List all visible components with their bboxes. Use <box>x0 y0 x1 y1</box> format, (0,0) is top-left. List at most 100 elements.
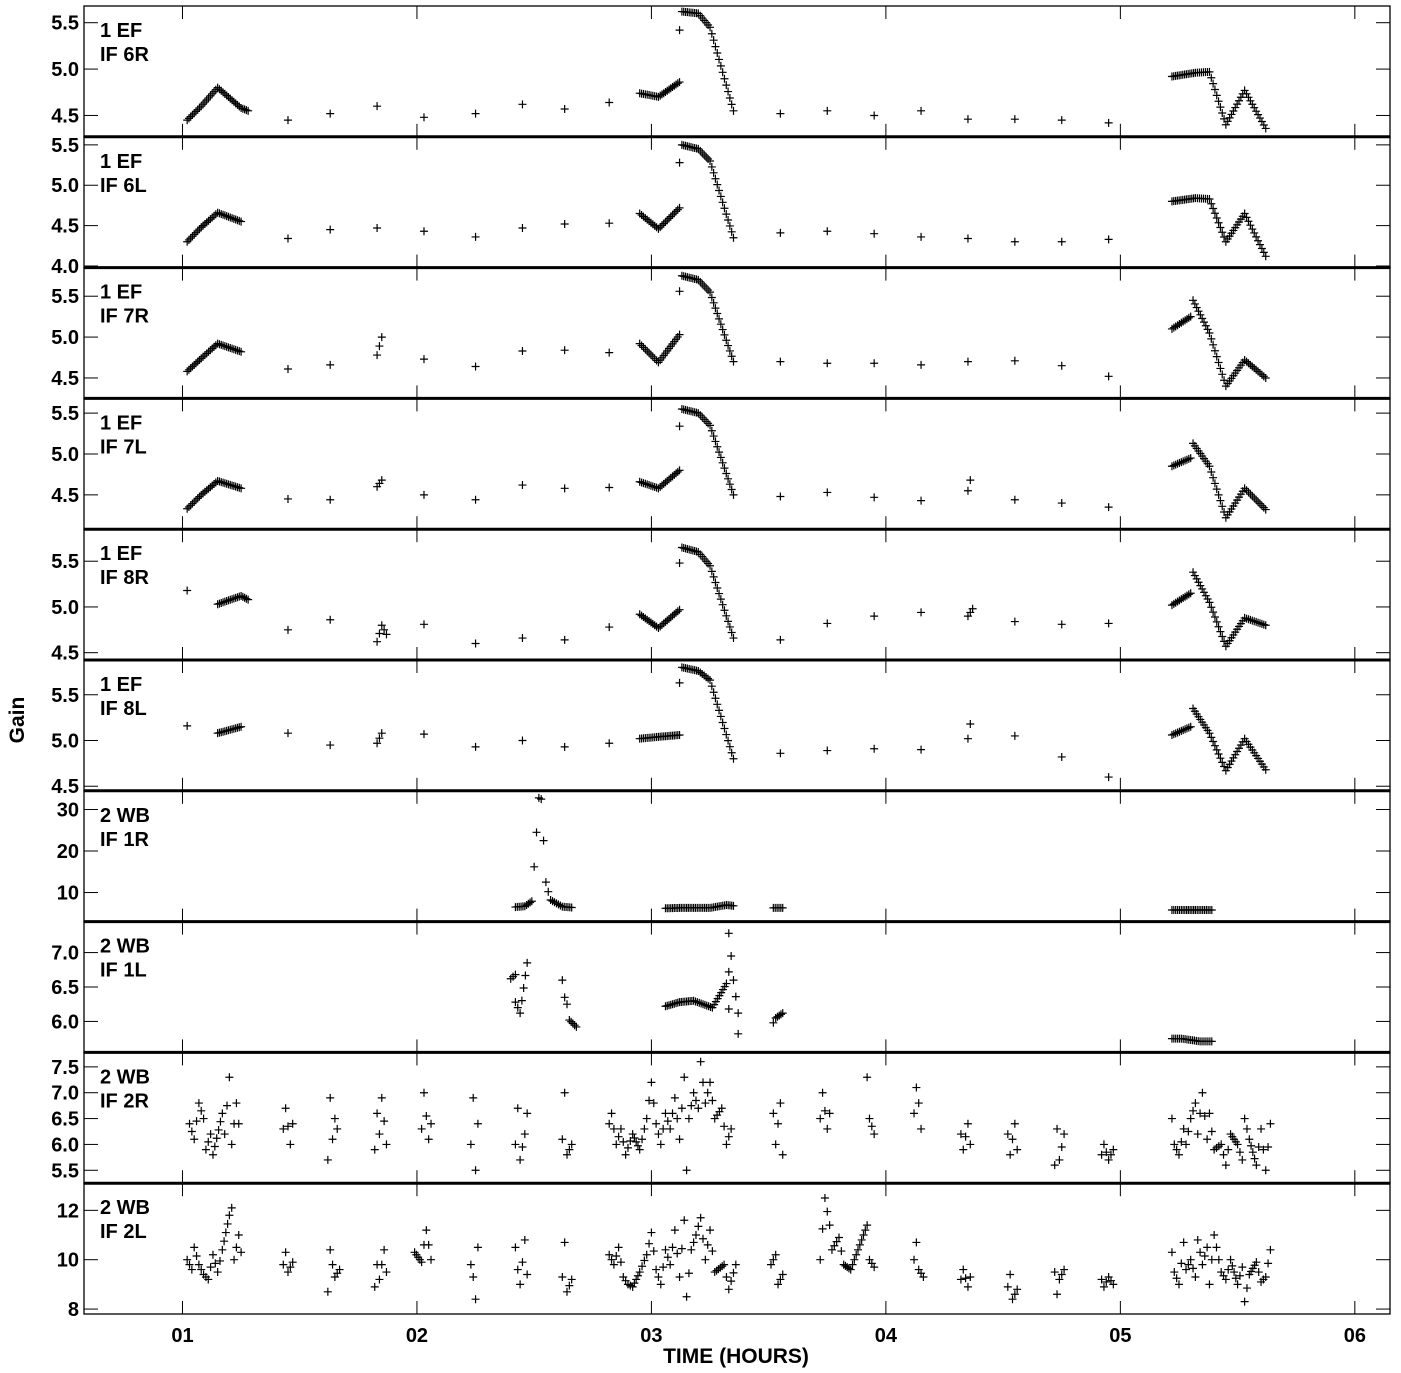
data-point <box>966 720 975 729</box>
data-point <box>823 1207 832 1216</box>
data-point <box>567 1017 576 1026</box>
data-point <box>1207 467 1216 476</box>
data-point <box>771 1250 780 1259</box>
data-point <box>682 1166 691 1175</box>
data-point <box>1220 637 1229 646</box>
y-tick-label: 7.0 <box>51 943 79 965</box>
data-point <box>1214 1255 1223 1264</box>
data-point <box>380 1245 389 1254</box>
y-tick-label: 5.5 <box>51 685 79 707</box>
data-point <box>237 722 246 731</box>
data-point <box>213 339 222 348</box>
data-point <box>471 742 480 751</box>
data-point <box>706 288 715 297</box>
data-point <box>628 1130 637 1139</box>
data-point <box>722 336 731 345</box>
data-point <box>633 1141 642 1150</box>
data-point <box>1186 722 1195 731</box>
data-point <box>279 1260 288 1269</box>
data-point <box>725 622 734 631</box>
data-series <box>183 405 1270 522</box>
data-point <box>963 486 972 495</box>
data-point <box>778 1270 787 1279</box>
y-tick-label: 5.5 <box>51 135 79 157</box>
data-point <box>656 223 665 232</box>
data-point <box>1228 1261 1237 1270</box>
data-point <box>722 611 731 620</box>
data-point <box>612 1140 621 1149</box>
data-point <box>519 984 528 993</box>
data-point <box>646 350 655 359</box>
y-tick-label: 5.5 <box>51 286 79 308</box>
data-point <box>605 98 614 107</box>
y-tick-label: 4.5 <box>51 216 79 238</box>
data-point <box>1257 1124 1266 1133</box>
data-point <box>544 887 553 896</box>
data-point <box>206 346 215 355</box>
data-point <box>637 478 646 487</box>
data-point <box>959 1145 968 1154</box>
data-point <box>1174 1150 1183 1159</box>
data-point <box>776 357 785 366</box>
data-point <box>724 474 733 483</box>
panel-label-antenna: 2 WB <box>100 805 150 827</box>
data-point <box>689 996 698 1005</box>
data-point <box>614 1132 623 1141</box>
data-point <box>1255 499 1264 508</box>
data-point <box>1006 1270 1015 1279</box>
data-point <box>656 1280 665 1289</box>
data-point <box>195 492 204 501</box>
data-point <box>530 862 539 871</box>
data-point <box>961 1274 970 1283</box>
data-point <box>222 597 231 606</box>
data-point <box>641 345 650 354</box>
data-point <box>704 419 713 428</box>
data-point <box>1220 233 1229 242</box>
y-tick-label: 4.5 <box>51 776 79 798</box>
panel-frame <box>83 528 1391 661</box>
data-point <box>694 275 703 284</box>
data-point <box>675 26 684 35</box>
data-point <box>511 1243 520 1252</box>
data-point <box>648 482 657 491</box>
data-point <box>1003 1282 1012 1291</box>
data-point <box>715 314 724 323</box>
data-point <box>1214 97 1223 106</box>
data-point <box>1244 615 1253 624</box>
data-point <box>1266 1119 1275 1128</box>
data-point <box>283 116 292 125</box>
data-point <box>1212 1243 1221 1252</box>
data-point <box>959 1265 968 1274</box>
data-point <box>832 1237 841 1246</box>
data-point <box>1214 358 1223 367</box>
data-point <box>766 1260 775 1269</box>
data-point <box>1171 729 1180 738</box>
data-point <box>208 1250 217 1259</box>
data-point <box>718 68 727 77</box>
data-point <box>1199 318 1208 327</box>
data-point <box>912 1083 921 1092</box>
y-tick-label: 5.0 <box>51 175 79 197</box>
data-point <box>729 901 738 910</box>
data-point <box>199 1114 208 1123</box>
data-point <box>675 1135 684 1144</box>
panel-label-antenna: 2 WB <box>100 936 150 958</box>
data-point <box>724 87 733 96</box>
data-point <box>706 23 715 32</box>
data-point <box>917 232 926 241</box>
data-point <box>698 148 707 157</box>
data-point <box>212 1134 221 1143</box>
data-point <box>1223 117 1232 126</box>
data-point <box>330 1114 339 1123</box>
data-point <box>1255 240 1264 249</box>
data-point <box>695 998 704 1007</box>
data-point <box>628 1282 637 1291</box>
data-point <box>417 1258 426 1267</box>
data-point <box>1259 248 1268 257</box>
panel-label-if: IF 7L <box>100 436 147 458</box>
data-point <box>675 1272 684 1281</box>
panel-frame <box>83 266 1391 400</box>
data-point <box>286 1263 295 1272</box>
data-point <box>668 1109 677 1118</box>
